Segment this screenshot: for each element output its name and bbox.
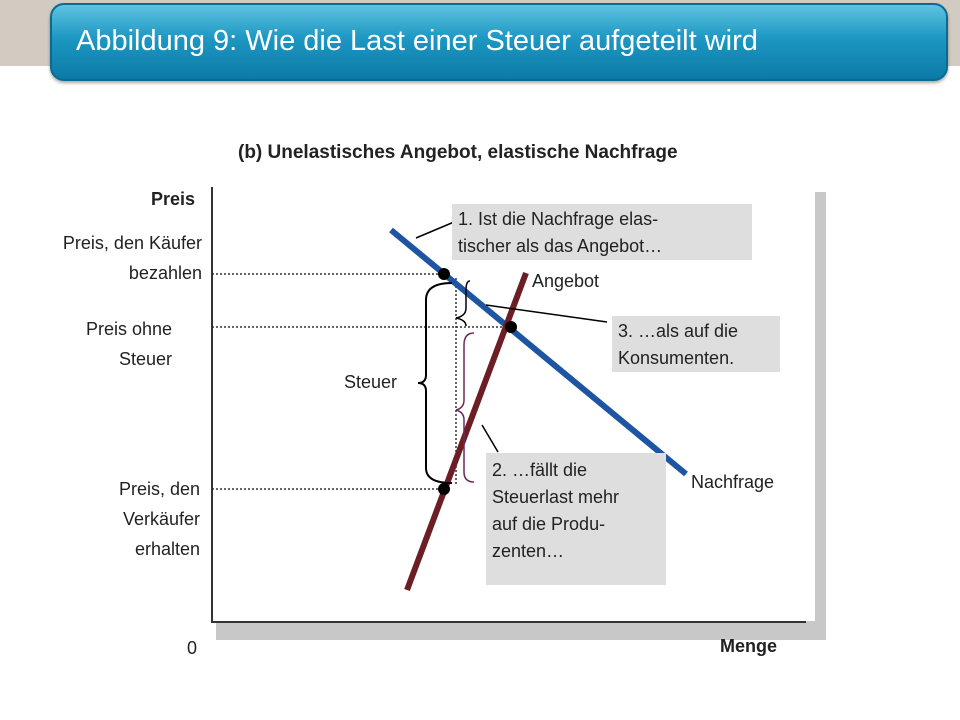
equilibrium-point: [505, 321, 517, 333]
supply-label: Angebot: [532, 271, 600, 291]
origin-label: 0: [187, 638, 198, 658]
note3-pointer: [485, 304, 608, 323]
note-3-line-1: 3. …als auf die: [618, 321, 739, 341]
no-tax-price-label-2: Steuer: [118, 349, 172, 369]
buyer-price-label-1: Preis, den Käufer: [62, 233, 202, 253]
tax-brace: [417, 282, 453, 484]
note-1-line-1: 1. Ist die Nachfrage elas-: [458, 209, 659, 229]
title-bar: Abbildung 9: Wie die Last einer Steuer a…: [50, 3, 948, 81]
producer-burden-brace: [455, 332, 475, 483]
note-2-line-1: 2. …fällt die: [492, 460, 588, 480]
slide-title: Abbildung 9: Wie die Last einer Steuer a…: [76, 25, 758, 57]
note-2: 2. …fällt die Steuerlast mehr auf die Pr…: [486, 453, 666, 585]
seller-price-point: [438, 483, 450, 495]
note-1: 1. Ist die Nachfrage elas- tischer als d…: [452, 204, 752, 260]
note-1-line-2: tischer als das Angebot…: [458, 236, 663, 256]
tax-label: Steuer: [344, 372, 398, 392]
note-2-line-2: Steuerlast mehr: [492, 487, 620, 507]
y-axis-label: Preis: [151, 189, 196, 209]
buyer-price-point: [438, 268, 450, 280]
note-2-line-3: auf die Produ-: [492, 514, 606, 534]
note2-pointer: [481, 424, 499, 453]
seller-price-label-1: Preis, den: [118, 479, 200, 499]
buyer-price-label-2: bezahlen: [128, 263, 202, 283]
note1-pointer: [415, 221, 455, 239]
demand-label: Nachfrage: [691, 472, 775, 492]
no-tax-price-label-1: Preis ohne: [85, 319, 172, 339]
seller-price-label-2: Verkäufer: [122, 509, 200, 529]
note-3-line-2: Konsumenten.: [618, 348, 735, 368]
note-3: 3. …als auf die Konsumenten.: [612, 316, 780, 372]
consumer-burden-brace: [455, 280, 471, 327]
note-2-line-4: zenten…: [492, 541, 565, 561]
chart-title: (b) Unelastisches Angebot, elastische Na…: [238, 142, 678, 163]
x-axis-label: Menge: [720, 636, 778, 656]
seller-price-label-3: erhalten: [134, 539, 200, 559]
